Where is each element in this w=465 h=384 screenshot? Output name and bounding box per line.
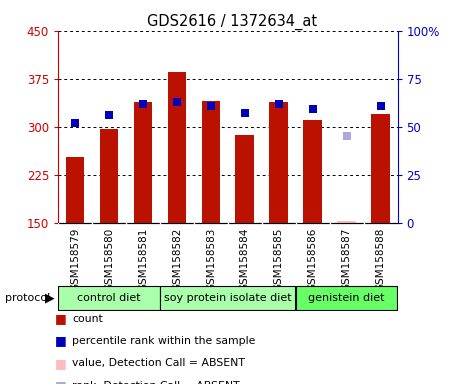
Text: control diet: control diet <box>77 293 141 303</box>
Bar <box>371 114 390 223</box>
Bar <box>269 103 288 223</box>
Bar <box>337 222 356 223</box>
Text: genistein diet: genistein diet <box>308 293 385 303</box>
Bar <box>100 129 119 223</box>
Bar <box>201 101 220 223</box>
Bar <box>296 286 397 310</box>
Text: GSM158580: GSM158580 <box>104 227 114 291</box>
Bar <box>303 120 322 223</box>
Text: GSM158579: GSM158579 <box>70 227 80 291</box>
Text: ■: ■ <box>54 357 66 370</box>
Text: GSM158583: GSM158583 <box>206 227 216 291</box>
Text: ■: ■ <box>54 312 66 325</box>
Text: GDS2616 / 1372634_at: GDS2616 / 1372634_at <box>147 13 318 30</box>
Text: rank, Detection Call = ABSENT: rank, Detection Call = ABSENT <box>72 381 239 384</box>
Text: ■: ■ <box>54 379 66 384</box>
Bar <box>235 135 254 223</box>
Text: count: count <box>72 314 103 324</box>
Bar <box>167 72 186 223</box>
Text: GSM158588: GSM158588 <box>376 227 385 291</box>
Bar <box>160 286 295 310</box>
Text: protocol: protocol <box>5 293 50 303</box>
Text: GSM158585: GSM158585 <box>274 227 284 291</box>
Text: soy protein isolate diet: soy protein isolate diet <box>164 293 292 303</box>
Text: value, Detection Call = ABSENT: value, Detection Call = ABSENT <box>72 358 245 368</box>
Text: GSM158587: GSM158587 <box>342 227 352 291</box>
Text: GSM158582: GSM158582 <box>172 227 182 291</box>
Text: GSM158584: GSM158584 <box>240 227 250 291</box>
Text: ■: ■ <box>54 334 66 348</box>
Bar <box>59 286 159 310</box>
Text: GSM158586: GSM158586 <box>308 227 318 291</box>
Bar <box>133 103 153 223</box>
Text: GSM158581: GSM158581 <box>138 227 148 291</box>
Text: percentile rank within the sample: percentile rank within the sample <box>72 336 255 346</box>
Text: ▶: ▶ <box>45 291 55 304</box>
Bar <box>66 157 85 223</box>
